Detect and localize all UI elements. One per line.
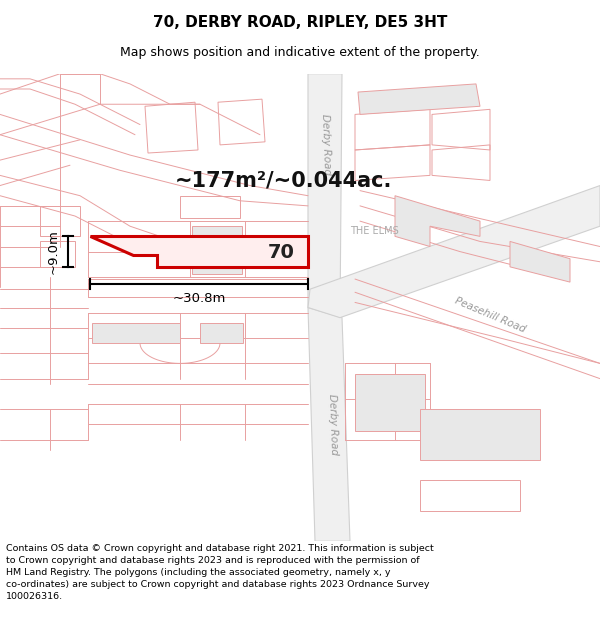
Text: Derby Road: Derby Road (320, 114, 332, 176)
Text: 70, DERBY ROAD, RIPLEY, DE5 3HT: 70, DERBY ROAD, RIPLEY, DE5 3HT (153, 15, 447, 30)
Polygon shape (510, 241, 570, 282)
Polygon shape (355, 374, 425, 431)
Text: ~177m²/~0.044ac.: ~177m²/~0.044ac. (175, 171, 392, 191)
Text: ~30.8m: ~30.8m (172, 292, 226, 305)
Text: Map shows position and indicative extent of the property.: Map shows position and indicative extent… (120, 46, 480, 59)
Polygon shape (92, 322, 180, 343)
Polygon shape (192, 226, 242, 249)
Text: THE ELMS: THE ELMS (350, 226, 399, 236)
Polygon shape (358, 84, 480, 114)
Polygon shape (395, 196, 480, 246)
Text: Derby Road: Derby Road (327, 394, 339, 455)
Polygon shape (420, 409, 540, 460)
Text: Contains OS data © Crown copyright and database right 2021. This information is : Contains OS data © Crown copyright and d… (6, 544, 434, 601)
Polygon shape (90, 236, 308, 267)
Text: Peasehill Road: Peasehill Road (453, 295, 527, 334)
Polygon shape (192, 254, 242, 274)
Text: 70: 70 (268, 243, 295, 262)
Polygon shape (308, 74, 342, 318)
Polygon shape (200, 322, 243, 343)
Text: ~9.0m: ~9.0m (47, 229, 60, 274)
Polygon shape (308, 186, 600, 318)
Polygon shape (308, 308, 350, 541)
